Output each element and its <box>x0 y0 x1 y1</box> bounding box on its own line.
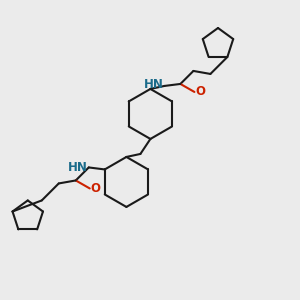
Text: O: O <box>195 85 206 98</box>
Text: HN: HN <box>68 161 88 174</box>
Text: O: O <box>91 182 101 195</box>
Text: HN: HN <box>143 78 164 92</box>
